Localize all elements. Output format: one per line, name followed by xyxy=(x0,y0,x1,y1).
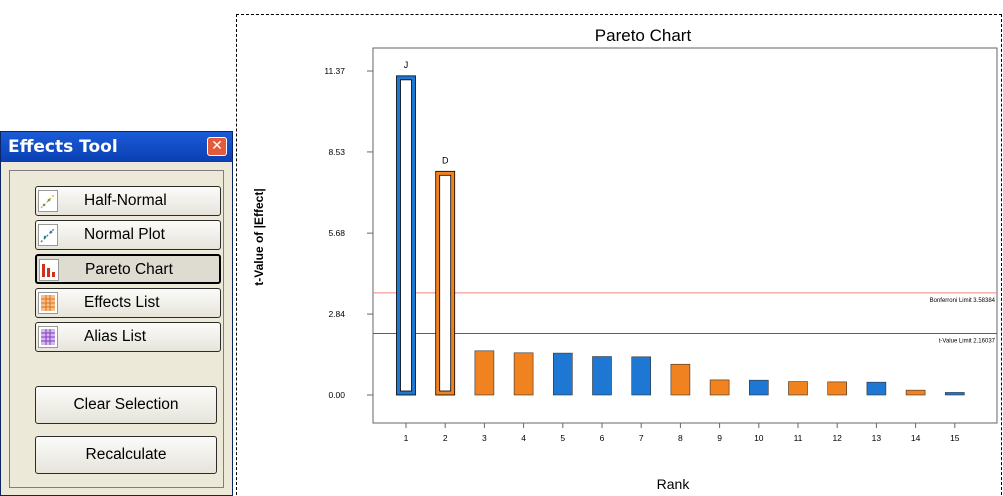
x-tick-label: 1 xyxy=(404,433,409,443)
pareto-bar[interactable] xyxy=(788,381,808,396)
pareto-bar[interactable] xyxy=(513,352,534,396)
effects-tool-title: Effects Tool xyxy=(8,137,118,157)
effects-list-button[interactable]: Effects List xyxy=(35,288,221,318)
pareto-chart-button[interactable]: Pareto Chart xyxy=(35,254,221,284)
pareto-bar[interactable] xyxy=(552,352,573,396)
pareto-bar[interactable] xyxy=(748,379,769,396)
close-icon[interactable]: ✕ xyxy=(207,137,227,156)
y-tick-label: 2.84 xyxy=(328,309,345,319)
x-tick-label: 15 xyxy=(950,433,960,443)
effects-list-icon xyxy=(38,292,58,314)
pareto-chart: Pareto Chart t-Value of |Effect| Rank Bo… xyxy=(252,26,998,492)
x-tick-label: 14 xyxy=(911,433,921,443)
pareto-bar[interactable] xyxy=(944,392,965,396)
x-tick-label: 11 xyxy=(794,433,803,443)
pareto-bar[interactable] xyxy=(592,356,612,396)
pareto-bar[interactable] xyxy=(905,389,926,396)
clear-selection-button[interactable]: Clear Selection xyxy=(35,386,217,424)
x-tick-label: 10 xyxy=(754,433,764,443)
bar-label: D xyxy=(442,155,449,165)
pareto-chart-icon xyxy=(39,259,59,281)
pareto-bar-highlight xyxy=(439,174,452,392)
y-tick-label: 5.68 xyxy=(328,228,345,238)
pareto-bar[interactable] xyxy=(866,381,887,396)
x-tick-label: 6 xyxy=(600,433,605,443)
pareto-bar-highlight xyxy=(400,79,412,392)
pareto-bar[interactable] xyxy=(631,356,652,396)
chart-title: Pareto Chart xyxy=(595,26,692,45)
y-tick-label: 8.53 xyxy=(328,147,345,157)
recalculate-button[interactable]: Recalculate xyxy=(35,436,217,474)
effects-tool-titlebar[interactable]: Effects Tool ✕ xyxy=(1,132,232,162)
half-normal-icon xyxy=(38,190,58,212)
pareto-chart-label: Pareto Chart xyxy=(85,261,173,278)
effects-list-label: Effects List xyxy=(84,294,160,311)
alias-list-icon xyxy=(38,326,58,348)
plot-frame xyxy=(372,47,998,424)
effects-tool-panel: Effects Tool ✕ Half-Normal Normal Plot P… xyxy=(0,131,233,496)
pareto-bar[interactable] xyxy=(709,379,730,396)
x-tick-label: 3 xyxy=(482,433,487,443)
x-tick-label: 5 xyxy=(560,433,565,443)
alias-list-label: Alias List xyxy=(84,328,147,345)
pareto-bar[interactable] xyxy=(474,350,495,396)
normal-plot-label: Normal Plot xyxy=(84,226,165,243)
bar-label: J xyxy=(404,60,409,70)
x-tick-label: 4 xyxy=(521,433,526,443)
x-tick-label: 7 xyxy=(639,433,644,443)
x-tick-label: 2 xyxy=(443,433,448,443)
x-axis-label: Rank xyxy=(657,476,691,492)
half-normal-label: Half-Normal xyxy=(84,192,167,209)
x-tick-label: 13 xyxy=(872,433,882,443)
y-tick-label: 11.37 xyxy=(324,66,345,76)
x-tick-label: 12 xyxy=(832,433,842,443)
normal-plot-icon xyxy=(38,224,58,246)
x-tick-label: 8 xyxy=(678,433,683,443)
effects-tool-body: Half-Normal Normal Plot Pareto Chart Eff… xyxy=(9,170,224,488)
y-tick-label: 0.00 xyxy=(328,390,345,400)
bonferroni-limit-label: Bonferroni Limit 3.58384 xyxy=(930,298,996,304)
pareto-bar[interactable] xyxy=(670,363,691,396)
y-axis-label: t-Value of |Effect| xyxy=(252,188,266,285)
alias-list-button[interactable]: Alias List xyxy=(35,322,221,352)
t-value-limit-label: t-Value Limit 2.16037 xyxy=(939,338,996,344)
chart-panel: Pareto Chart t-Value of |Effect| Rank Bo… xyxy=(236,14,1002,495)
x-tick-label: 9 xyxy=(717,433,722,443)
normal-plot-button[interactable]: Normal Plot xyxy=(35,220,221,250)
pareto-bar[interactable] xyxy=(827,381,848,396)
half-normal-button[interactable]: Half-Normal xyxy=(35,186,221,216)
